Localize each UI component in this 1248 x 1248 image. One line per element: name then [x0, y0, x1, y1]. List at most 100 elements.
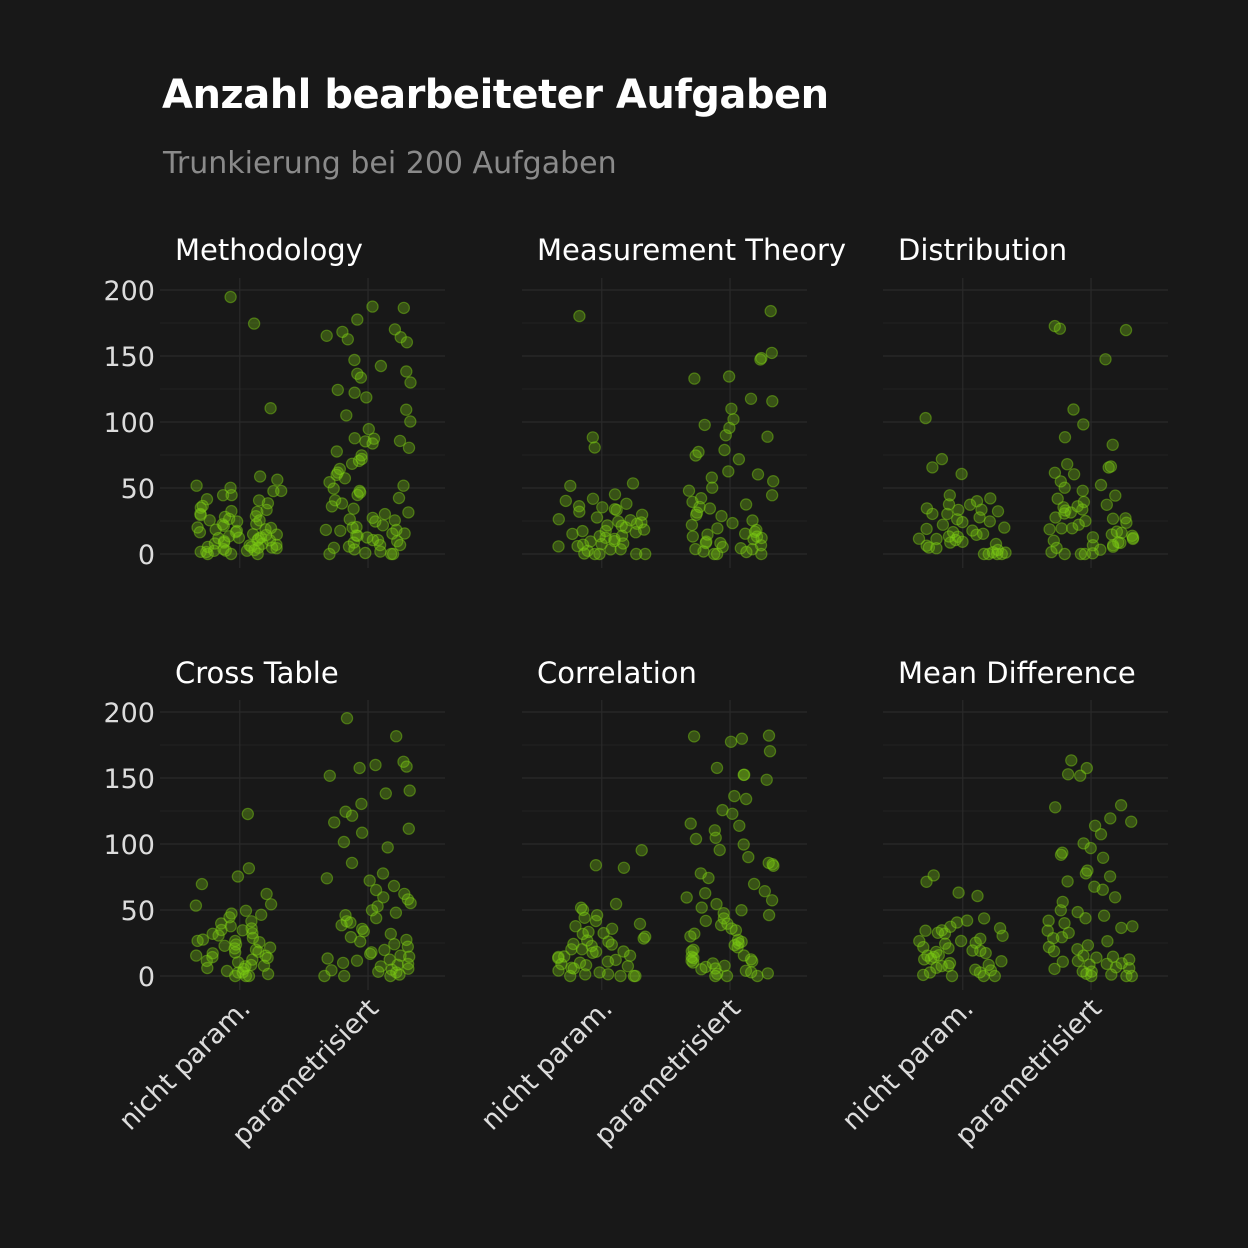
data-point	[573, 956, 587, 969]
data-point	[614, 543, 627, 556]
data-point	[351, 313, 364, 326]
data-point	[1077, 495, 1091, 509]
data-point	[735, 732, 749, 745]
data-point	[617, 537, 630, 550]
data-point	[191, 934, 204, 948]
data-point	[231, 966, 245, 979]
data-point	[320, 872, 334, 885]
data-point	[245, 915, 258, 928]
data-point	[1055, 522, 1068, 535]
data-point	[927, 869, 940, 882]
data-point	[974, 932, 987, 946]
data-point	[385, 963, 398, 976]
data-point	[1088, 880, 1101, 893]
data-point	[1059, 504, 1072, 517]
data-point	[1058, 481, 1071, 494]
data-point	[1076, 503, 1089, 516]
data-point	[627, 969, 641, 983]
data-point	[1110, 525, 1124, 538]
data-point	[379, 787, 392, 800]
x-tick-label: nicht param.	[475, 993, 619, 1137]
data-point	[402, 506, 415, 519]
y-tick-label: 50	[121, 474, 155, 505]
data-point	[339, 805, 352, 818]
data-point	[353, 484, 366, 498]
data-point	[621, 960, 635, 973]
data-point	[1120, 516, 1133, 529]
data-point	[942, 530, 956, 543]
data-point	[264, 898, 278, 911]
data-point	[699, 536, 713, 550]
data-point	[766, 858, 779, 871]
data-point	[393, 434, 407, 448]
data-point	[194, 507, 207, 521]
data-point	[969, 963, 982, 976]
data-point	[245, 540, 258, 554]
data-point	[345, 856, 359, 870]
data-point	[552, 513, 566, 526]
data-point	[215, 923, 228, 937]
data-point	[975, 503, 988, 516]
data-point	[240, 544, 254, 557]
data-point	[237, 962, 250, 976]
data-point	[623, 949, 637, 962]
data-point	[203, 514, 216, 527]
data-point	[558, 950, 571, 963]
data-point	[708, 824, 722, 837]
data-point	[939, 937, 952, 950]
data-point	[690, 506, 704, 519]
data-point	[966, 944, 979, 957]
data-point	[1056, 895, 1069, 909]
data-point	[979, 946, 992, 960]
data-point	[351, 488, 364, 502]
data-point	[605, 922, 619, 936]
data-point	[692, 445, 705, 459]
data-point	[1100, 498, 1114, 511]
data-point	[1055, 931, 1069, 944]
data-point	[1062, 926, 1075, 940]
data-point	[398, 887, 411, 901]
data-point	[746, 955, 759, 968]
data-point	[938, 927, 952, 940]
data-point	[951, 530, 965, 544]
data-point	[738, 768, 751, 781]
data-point	[196, 499, 209, 513]
data-point	[325, 500, 339, 513]
data-point	[386, 527, 399, 540]
data-point	[365, 946, 378, 959]
data-point	[1094, 543, 1107, 556]
y-tick-label: 0	[138, 540, 155, 571]
data-point	[629, 526, 642, 539]
facet-panel: Methodology 0 50 100 150 200	[103, 233, 445, 571]
data-point	[1106, 950, 1120, 963]
data-point	[225, 504, 238, 518]
data-point	[976, 527, 990, 541]
data-point	[246, 528, 260, 541]
data-point	[261, 967, 275, 981]
data-point	[212, 531, 225, 545]
data-point	[935, 924, 949, 937]
y-tick-label: 150	[103, 342, 155, 373]
data-point	[737, 838, 750, 851]
data-point	[764, 304, 777, 318]
data-point	[930, 945, 943, 959]
data-point	[728, 938, 741, 952]
data-point	[590, 909, 604, 922]
data-point	[1071, 943, 1084, 956]
data-point	[239, 904, 253, 918]
data-point	[699, 960, 712, 974]
data-point	[917, 940, 930, 954]
data-point	[246, 927, 259, 940]
data-point	[402, 962, 415, 975]
data-point	[731, 941, 744, 954]
data-point	[384, 927, 397, 941]
data-point	[255, 908, 268, 922]
data-point	[355, 797, 368, 811]
data-point	[710, 897, 723, 911]
facet-panel: Measurement Theory	[522, 233, 846, 568]
data-point	[574, 901, 588, 914]
data-point	[354, 486, 367, 499]
data-point	[920, 502, 934, 515]
